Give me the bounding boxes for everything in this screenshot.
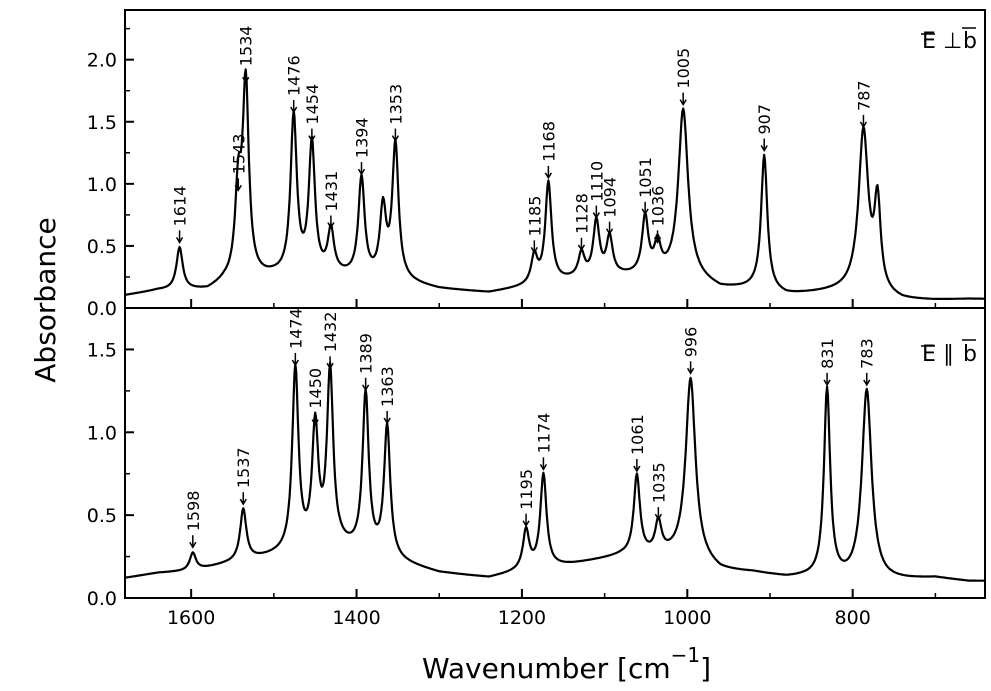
top-pol-e: E	[922, 29, 936, 54]
top-peak-arrowhead-1094	[605, 228, 614, 236]
top-peak-label-1394: 1394	[353, 117, 372, 158]
bottom-peak-label-1035: 1035	[649, 462, 668, 503]
bottom-x-tick-label: 1400	[332, 607, 380, 629]
bottom-y-tick-label: 0.0	[87, 588, 117, 610]
x-axis-title: Wavenumber [cm−1]	[422, 643, 711, 685]
bottom-y-tick-label: 0.5	[87, 505, 117, 527]
top-y-tick-label: 0.5	[87, 236, 117, 258]
bottom-y-tick-label: 1.5	[87, 339, 117, 361]
bottom-peak-label-996: 996	[682, 327, 701, 358]
top-peak-arrowhead-1476	[290, 106, 298, 114]
bottom-peak-label-1061: 1061	[628, 414, 647, 455]
top-peak-arrowhead-1353	[391, 135, 400, 143]
top-y-tick-label: 1.0	[87, 174, 117, 196]
bottom-peak-label-1598: 1598	[184, 491, 203, 532]
top-peak-label-1534: 1534	[237, 26, 256, 67]
top-peak-label-1005: 1005	[674, 48, 693, 89]
bottom-panel-frame	[124, 307, 986, 599]
y-axis-title: Absorbance	[29, 217, 62, 382]
bottom-peak-arrowhead-1432	[326, 362, 334, 370]
top-peak-arrowhead-1534	[242, 76, 250, 84]
bottom-peak-arrowhead-1174	[539, 463, 548, 471]
bottom-x-tick-label: 1600	[167, 607, 215, 629]
top-peak-label-787: 787	[854, 80, 873, 111]
bottom-peak-arrowhead-1061	[633, 465, 641, 473]
top-pol-symbol: ⊥	[943, 29, 962, 54]
bottom-pol-e: E	[922, 342, 936, 367]
top-peak-arrowhead-1128	[577, 244, 586, 252]
bottom-peak-arrowhead-1537	[239, 498, 247, 506]
top-peak-label-1614: 1614	[171, 186, 190, 227]
top-peak-arrowhead-1110	[592, 212, 600, 220]
top-polarization-label: E ⊥ b	[921, 27, 977, 54]
top-peak-arrowhead-1168	[544, 172, 553, 180]
top-peak-label-1353: 1353	[386, 84, 405, 125]
top-peak-arrowhead-787	[859, 121, 868, 129]
top-peak-arrowhead-1036	[653, 237, 662, 244]
bottom-peak-label-783: 783	[858, 338, 877, 369]
bottom-peak-arrowhead-1035	[654, 513, 663, 521]
top-y-tick-label: 1.5	[87, 112, 117, 134]
bottom-peak-arrowhead-783	[863, 379, 871, 387]
bottom-peak-arrowhead-1450	[311, 419, 319, 427]
top-peak-label-1454: 1454	[303, 84, 322, 125]
bottom-peak-label-1537: 1537	[234, 447, 253, 488]
bottom-peak-arrowhead-1195	[522, 520, 530, 528]
top-peak-label-1185: 1185	[525, 196, 544, 237]
bottom-polarization-label: E ∥ b	[921, 339, 977, 367]
top-peak-arrowhead-1431	[327, 222, 335, 229]
top-peak-arrowhead-1454	[308, 135, 316, 143]
bottom-y-tick-label: 1.0	[87, 422, 117, 444]
bottom-peak-label-1432: 1432	[321, 312, 340, 353]
bottom-peak-label-1474: 1474	[286, 308, 305, 349]
top-peak-arrowhead-1543	[234, 184, 242, 192]
bottom-x-tick-label: 1000	[663, 607, 711, 629]
top-y-tick-label: 2.0	[87, 50, 117, 72]
bottom-peak-label-1389: 1389	[357, 333, 376, 374]
top-peak-label-1168: 1168	[539, 121, 558, 162]
top-peak-label-1051: 1051	[636, 157, 655, 198]
x-axis-title-exponent: −1	[671, 643, 700, 667]
bottom-peak-arrowhead-1474	[291, 359, 299, 367]
top-peak-label-1128: 1128	[572, 193, 591, 234]
top-peak-label-1543: 1543	[229, 134, 248, 175]
top-peak-label-907: 907	[755, 104, 774, 135]
top-peak-label-1094: 1094	[601, 177, 620, 218]
bottom-peak-label-831: 831	[818, 338, 837, 369]
bottom-pol-b: b	[963, 342, 977, 367]
top-peak-arrowhead-1185	[530, 246, 538, 254]
bottom-peak-arrowhead-831	[823, 379, 831, 387]
bottom-peak-label-1174: 1174	[534, 413, 553, 454]
bottom-peak-arrowhead-1363	[383, 417, 391, 425]
bottom-x-tick-label: 1200	[498, 607, 546, 629]
top-peak-arrowhead-1005	[679, 99, 687, 107]
top-peak-label-1476: 1476	[285, 55, 304, 96]
top-pol-b: b	[963, 29, 977, 54]
top-y-tick-label: 0.0	[87, 298, 117, 320]
top-spectrum-line	[124, 68, 986, 300]
bottom-peak-label-1450: 1450	[306, 368, 325, 409]
x-axis-title-main: Wavenumber [cm	[422, 652, 671, 685]
top-peak-label-1036: 1036	[649, 186, 668, 227]
x-axis-title-close: ]	[700, 652, 711, 685]
bottom-spectrum-line	[124, 361, 986, 582]
top-peak-arrowhead-1614	[175, 237, 184, 244]
top-peak-arrowhead-1394	[357, 168, 366, 176]
bottom-peak-label-1363: 1363	[378, 366, 397, 407]
top-peak-label-1110: 1110	[587, 161, 606, 202]
bottom-peak-arrowhead-996	[686, 367, 695, 375]
top-peak-label-1431: 1431	[322, 171, 341, 212]
top-peak-arrowhead-907	[760, 145, 768, 152]
bottom-peak-arrowhead-1598	[189, 541, 197, 549]
top-peak-arrowhead-1051	[641, 208, 649, 216]
bottom-pol-symbol: ∥	[943, 342, 954, 367]
bottom-peak-label-1195: 1195	[517, 469, 536, 510]
bottom-peak-arrowhead-1389	[361, 384, 370, 392]
bottom-x-tick-label: 800	[835, 607, 871, 629]
